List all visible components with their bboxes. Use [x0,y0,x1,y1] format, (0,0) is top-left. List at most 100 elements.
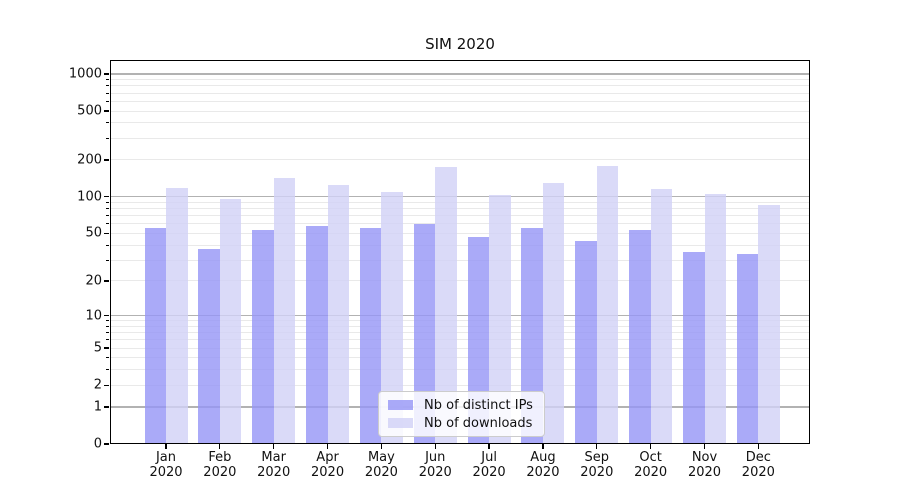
y-minor-tick [106,369,109,371]
x-tick-year: 2020 [418,465,452,480]
y-tick [104,347,109,349]
y-minor-tick [106,137,109,139]
minor-gridline [110,357,810,359]
minor-gridline [110,347,810,349]
minor-gridline [110,137,810,139]
x-tick-year: 2020 [257,465,291,480]
minor-gridline [110,215,810,217]
y-minor-tick [106,357,109,359]
y-tick-label: 5 [93,340,102,356]
minor-gridline [110,223,810,225]
x-tick-month: Jan [155,450,177,465]
x-tick-year: 2020 [472,465,506,480]
x-tick-label-jul: Jul 2020 [459,450,519,480]
major-gridline [110,73,810,75]
minor-gridline [110,259,810,261]
minor-gridline [110,159,810,161]
minor-gridline [110,244,810,246]
legend-label-distinct-ips: Nb of distinct IPs [424,397,533,413]
y-minor-tick [106,92,109,94]
minor-gridline [110,201,810,203]
y-minor-tick [106,339,109,341]
x-tick-label-nov: Nov 2020 [675,450,735,480]
y-tick-label: 100 [77,189,102,205]
x-tick-label-oct: Oct 2020 [621,450,681,480]
minor-gridline [110,208,810,210]
y-minor-tick [106,85,109,87]
bar-nb-of-distinct-ips-dec [736,253,759,444]
x-tick-label-may: May 2020 [351,450,411,480]
x-tick-label-aug: Aug 2020 [513,450,573,480]
bar-nb-of-downloads-jul [489,195,511,444]
bar-nb-of-distinct-ips-oct [629,230,651,444]
x-tick-label-mar: Mar 2020 [244,450,304,480]
y-tick-label: 50 [85,225,102,241]
x-tick [219,444,221,449]
x-tick [650,444,652,449]
legend-label-downloads: Nb of downloads [424,415,533,431]
y-tick [104,232,109,235]
y-tick-label: 2 [93,377,102,393]
legend: Nb of distinct IPs Nb of downloads [378,391,545,437]
y-tick [104,110,109,112]
minor-gridline [110,339,810,341]
legend-item-downloads: Nb of downloads [388,417,535,430]
y-tick-label: 0 [93,436,102,452]
x-tick-month: Oct [639,450,662,465]
minor-gridline [110,320,810,322]
legend-item-distinct-ips: Nb of distinct IPs [388,399,535,412]
bar-nb-of-downloads-jun [435,167,457,444]
y-tick-label: 1 [93,399,102,415]
bar-nb-of-downloads-nov [704,194,726,444]
bar-nb-of-distinct-ips-nov [683,252,705,444]
x-tick-label-jun: Jun 2020 [405,450,465,480]
y-axis-labels: 0 1 2 5 10 20 50 100 200 500 1000 [0,60,102,451]
x-tick-year: 2020 [149,465,183,480]
y-tick [104,384,109,386]
y-minor-tick [106,244,109,246]
bar-nb-of-distinct-ips-jun [413,223,436,444]
x-tick-month: Dec [745,450,771,465]
x-tick-year: 2020 [364,465,398,480]
bar-nb-of-distinct-ips-may [359,228,382,444]
bar-nb-of-distinct-ips-aug [521,228,543,444]
y-tick [104,280,109,282]
x-tick [165,444,167,449]
bar-nb-of-downloads-may [381,191,403,444]
x-tick-month: May [367,450,395,465]
x-tick-month: Apr [316,450,339,465]
x-tick-month: Jul [481,450,497,465]
x-tick-year: 2020 [687,465,722,480]
minor-gridline [110,232,810,234]
y-minor-tick [106,320,109,322]
bar-nb-of-downloads-apr [327,184,350,444]
x-tick-label-feb: Feb 2020 [190,450,250,480]
x-tick-year: 2020 [580,465,614,480]
x-tick-month: Aug [530,450,556,465]
y-minor-tick [106,208,109,210]
y-minor-tick [106,79,109,81]
y-minor-tick [106,223,109,225]
y-tick-label: 500 [77,103,102,119]
y-tick [104,314,109,317]
x-tick-month: Feb [208,450,232,465]
bar-nb-of-downloads-feb [219,199,242,444]
x-tick-year: 2020 [311,465,345,480]
x-tick [434,444,436,449]
x-tick [757,444,759,449]
minor-gridline [110,122,810,124]
x-tick-label-dec: Dec 2020 [728,450,788,480]
minor-gridline [110,92,810,94]
y-minor-tick [106,332,109,334]
y-tick [104,73,109,75]
x-tick-year: 2020 [741,465,775,480]
y-minor-tick [106,325,109,327]
bar-nb-of-distinct-ips-sep [575,241,597,444]
bar-nb-of-downloads-jan [166,188,188,444]
x-tick-label-apr: Apr 2020 [298,450,358,480]
x-tick-year: 2020 [203,465,237,480]
legend-swatch-downloads [388,418,413,428]
y-tick [104,406,109,408]
minor-gridline [110,280,810,282]
bar-nb-of-distinct-ips-feb [198,249,220,444]
